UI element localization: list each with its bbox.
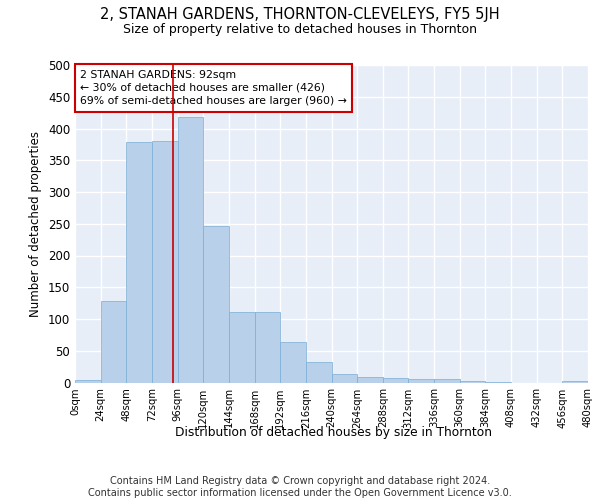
Text: Distribution of detached houses by size in Thornton: Distribution of detached houses by size …: [175, 426, 491, 439]
Bar: [203, 226, 229, 382]
Bar: [357, 377, 383, 382]
Text: Size of property relative to detached houses in Thornton: Size of property relative to detached ho…: [123, 22, 477, 36]
Bar: [178, 117, 203, 382]
Bar: [229, 312, 254, 382]
Text: 2, STANAH GARDENS, THORNTON-CLEVELEYS, FY5 5JH: 2, STANAH GARDENS, THORNTON-CLEVELEYS, F…: [100, 8, 500, 22]
Text: 2 STANAH GARDENS: 92sqm
← 30% of detached houses are smaller (426)
69% of semi-d: 2 STANAH GARDENS: 92sqm ← 30% of detache…: [80, 70, 347, 106]
Bar: [127, 142, 152, 382]
Bar: [409, 380, 434, 382]
Bar: [434, 380, 460, 382]
Y-axis label: Number of detached properties: Number of detached properties: [29, 130, 43, 317]
Text: Contains HM Land Registry data © Crown copyright and database right 2024.
Contai: Contains HM Land Registry data © Crown c…: [88, 476, 512, 498]
Bar: [562, 381, 588, 382]
Bar: [101, 300, 127, 382]
Bar: [280, 342, 306, 382]
Bar: [331, 374, 357, 382]
Bar: [383, 378, 409, 382]
Bar: [152, 141, 178, 382]
Bar: [306, 362, 331, 382]
Bar: [460, 381, 485, 382]
Bar: [254, 312, 280, 382]
Bar: [75, 380, 101, 382]
